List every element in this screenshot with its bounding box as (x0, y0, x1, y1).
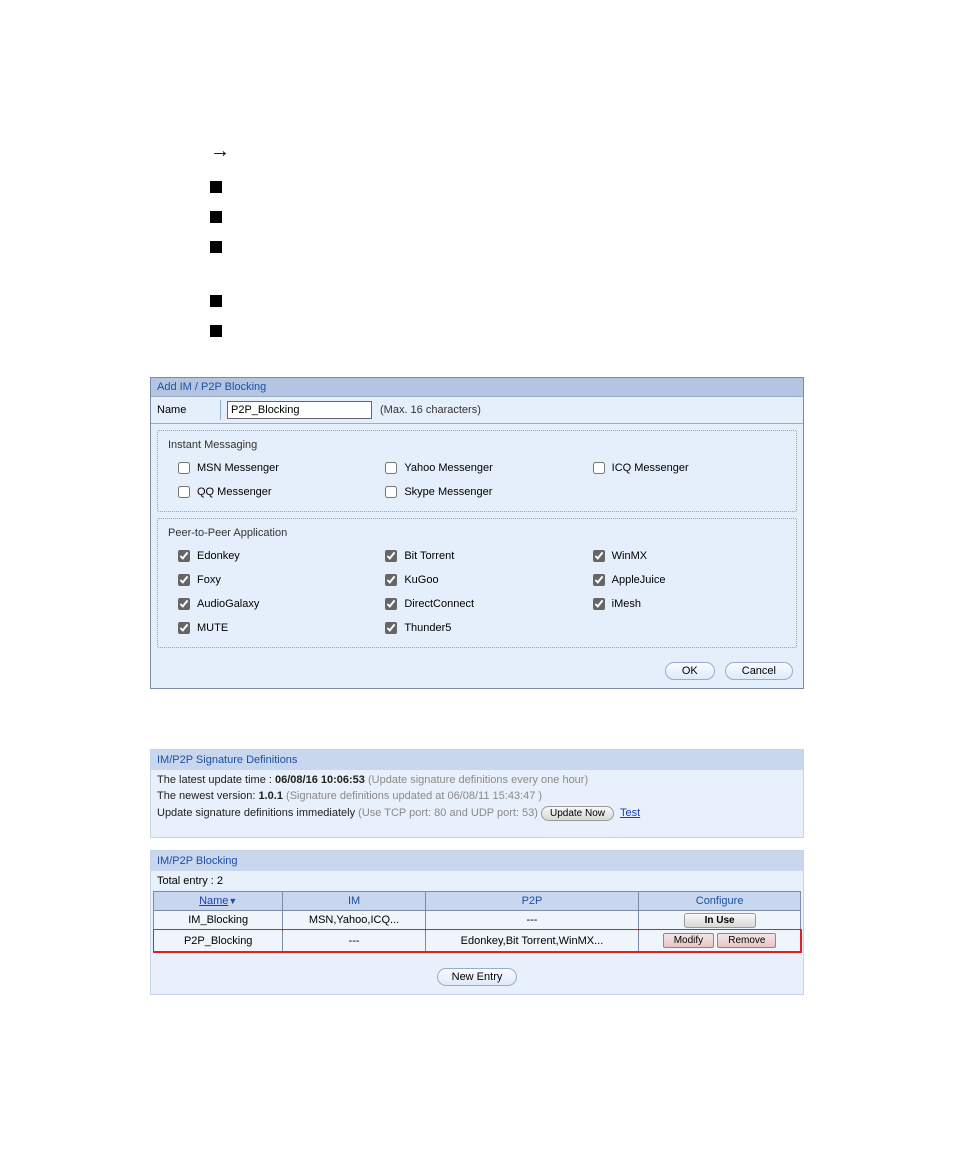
sigdef-latest-line: The latest update time : 06/08/16 10:06:… (157, 774, 797, 786)
im-msn-checkbox[interactable] (178, 462, 190, 474)
col-name[interactable]: Name▼ (154, 892, 283, 911)
im-section: Instant Messaging MSN Messenger Yahoo Me… (157, 430, 797, 512)
p2p-thunder5-checkbox[interactable] (385, 622, 397, 634)
im-qq[interactable]: QQ Messenger (174, 483, 371, 501)
bullet-icon (210, 295, 222, 307)
p2p-bittorrent-checkbox[interactable] (385, 550, 397, 562)
dialog-buttons: OK Cancel (151, 654, 803, 688)
p2p-bittorrent[interactable]: Bit Torrent (381, 547, 578, 565)
row1-p2p: Edonkey,Bit Torrent,WinMX... (425, 930, 639, 952)
ok-button[interactable]: OK (665, 662, 715, 680)
sort-desc-icon: ▼ (228, 896, 237, 906)
im-yahoo[interactable]: Yahoo Messenger (381, 459, 578, 477)
row0-p2p: --- (425, 911, 639, 930)
sigdef-title: IM/P2P Signature Definitions (151, 750, 803, 770)
p2p-applejuice[interactable]: AppleJuice (589, 571, 786, 589)
row1-actions: Modify Remove (639, 930, 801, 952)
p2p-winmx[interactable]: WinMX (589, 547, 786, 565)
add-blocking-panel: Add IM / P2P Blocking Name (Max. 16 char… (150, 377, 804, 689)
in-use-badge: In Use (684, 913, 756, 928)
name-hint: (Max. 16 characters) (380, 404, 481, 416)
bullet-icon (210, 241, 222, 253)
p2p-kugoo-checkbox[interactable] (385, 574, 397, 586)
p2p-audiogalaxy-checkbox[interactable] (178, 598, 190, 610)
test-link[interactable]: Test (620, 807, 640, 819)
im-yahoo-checkbox[interactable] (385, 462, 397, 474)
p2p-thunder5[interactable]: Thunder5 (381, 619, 578, 637)
p2p-imesh[interactable]: iMesh (589, 595, 786, 613)
p2p-applejuice-checkbox[interactable] (593, 574, 605, 586)
im-msn[interactable]: MSN Messenger (174, 459, 371, 477)
signature-definitions-panel: IM/P2P Signature Definitions The latest … (150, 749, 804, 838)
remove-button[interactable]: Remove (717, 933, 776, 948)
p2p-foxy-checkbox[interactable] (178, 574, 190, 586)
im-skype-checkbox[interactable] (385, 486, 397, 498)
im-grid: MSN Messenger Yahoo Messenger ICQ Messen… (168, 459, 786, 501)
name-label: Name (151, 400, 221, 420)
total-entry: Total entry : 2 (151, 871, 803, 891)
p2p-imesh-checkbox[interactable] (593, 598, 605, 610)
new-entry-button[interactable]: New Entry (437, 968, 518, 986)
p2p-directconnect-checkbox[interactable] (385, 598, 397, 610)
im-skype[interactable]: Skype Messenger (381, 483, 578, 501)
update-now-button[interactable]: Update Now (541, 806, 614, 821)
sigdef-version: 1.0.1 (259, 790, 283, 802)
p2p-mute-checkbox[interactable] (178, 622, 190, 634)
arrow-icon: → (210, 140, 230, 163)
panel-title: Add IM / P2P Blocking (151, 378, 803, 397)
table-row: P2P_Blocking --- Edonkey,Bit Torrent,Win… (154, 930, 801, 952)
p2p-edonkey[interactable]: Edonkey (174, 547, 371, 565)
row0-actions: In Use (639, 911, 801, 930)
col-p2p: P2P (425, 892, 639, 911)
col-configure: Configure (639, 892, 801, 911)
modify-button[interactable]: Modify (663, 933, 714, 948)
p2p-section: Peer-to-Peer Application Edonkey Bit Tor… (157, 518, 797, 648)
blocking-list-panel: IM/P2P Blocking Total entry : 2 Name▼ IM… (150, 850, 804, 995)
new-entry-row: New Entry (151, 952, 803, 990)
p2p-foxy[interactable]: Foxy (174, 571, 371, 589)
p2p-winmx-checkbox[interactable] (593, 550, 605, 562)
p2p-edonkey-checkbox[interactable] (178, 550, 190, 562)
list-title: IM/P2P Blocking (151, 851, 803, 871)
name-row: Name (Max. 16 characters) (151, 397, 803, 424)
im-icq[interactable]: ICQ Messenger (589, 459, 786, 477)
p2p-audiogalaxy[interactable]: AudioGalaxy (174, 595, 371, 613)
bullet-icon (210, 181, 222, 193)
col-im: IM (283, 892, 425, 911)
blocking-table: Name▼ IM P2P Configure IM_Blocking MSN,Y… (153, 891, 801, 952)
p2p-mute[interactable]: MUTE (174, 619, 371, 637)
p2p-directconnect[interactable]: DirectConnect (381, 595, 578, 613)
im-qq-checkbox[interactable] (178, 486, 190, 498)
bullet-icon (210, 325, 222, 337)
p2p-kugoo[interactable]: KuGoo (381, 571, 578, 589)
im-icq-checkbox[interactable] (593, 462, 605, 474)
sigdef-version-line: The newest version: 1.0.1 (Signature def… (157, 790, 797, 802)
row0-im: MSN,Yahoo,ICQ... (283, 911, 425, 930)
sigdef-update-line: Update signature definitions immediately… (157, 806, 797, 821)
name-input[interactable] (227, 401, 372, 419)
table-row: IM_Blocking MSN,Yahoo,ICQ... --- In Use (154, 911, 801, 930)
row1-name: P2P_Blocking (154, 930, 283, 952)
bullet-icon (210, 211, 222, 223)
p2p-grid: Edonkey Bit Torrent WinMX Foxy KuGoo App… (168, 547, 786, 637)
p2p-section-header: Peer-to-Peer Application (168, 527, 786, 539)
row1-im: --- (283, 930, 425, 952)
cancel-button[interactable]: Cancel (725, 662, 793, 680)
decorative-bullets: → (210, 140, 804, 337)
sigdef-latest-time: 06/08/16 10:06:53 (275, 774, 365, 786)
row0-name: IM_Blocking (154, 911, 283, 930)
im-section-header: Instant Messaging (168, 439, 786, 451)
